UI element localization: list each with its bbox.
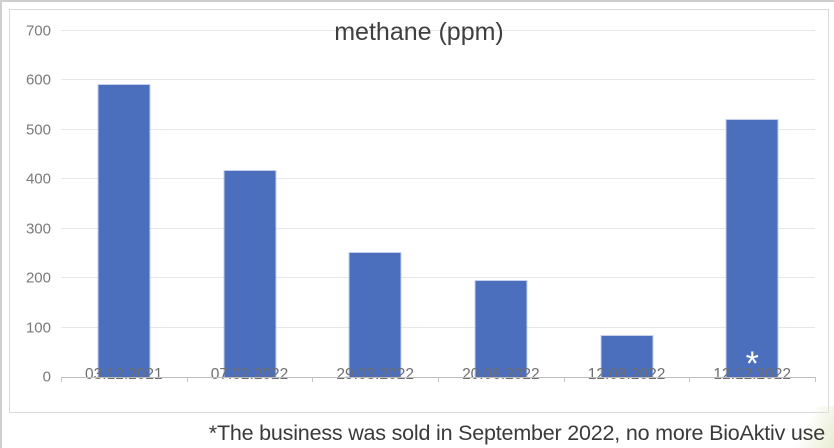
y-tick-label-100: 100 [25,319,51,337]
y-tick-label-600: 600 [25,71,51,89]
bar-series: * [61,31,815,381]
x-tick-label-12.12.2022: 12.12.2022 [713,366,791,383]
x-axis-labels: 03.12.2021 07.02.2022 29.03.2022 20.06.2022… [61,366,815,384]
y-tick-label-300: 300 [25,220,51,238]
chart-container: methane (ppm) * 0 100 200 300 400 500 600 700 0… [9,9,829,413]
x-axis-tick [61,377,62,382]
bar-column-12.08.2022 [564,31,690,377]
y-tick-label-400: 400 [25,170,51,188]
x-axis-tick [563,377,565,382]
gridline-100 [61,326,815,328]
x-axis-tick [312,377,314,382]
bar-column-07.02.2022 [187,31,313,377]
bar-03.12.2021 [98,85,150,377]
bar-column-20.06.2022 [438,31,564,377]
x-tick-label-07.02.2022: 07.02.2022 [210,366,289,383]
bar-asterisk-annotation: * [745,345,759,383]
gridline-400 [61,178,815,180]
bar-12.12.2022: * [726,119,778,381]
gridline-700 [61,30,815,31]
x-tick-label-03.12.2021: 03.12.2021 [85,366,163,383]
y-tick-label-500: 500 [25,121,51,139]
chart-title: methane (ppm) [334,18,504,46]
gridline-200 [61,277,815,279]
y-tick-label-200: 200 [25,269,51,287]
x-axis-tick [815,377,816,382]
bar-column-29.03.2022 [312,31,438,377]
x-axis-tick [186,377,188,382]
x-tick-label-20.06.2022: 20.06.2022 [462,366,540,383]
footnote: *The business was sold in September 2022… [208,421,825,445]
x-axis-tick [438,377,439,382]
gridline-600 [61,79,815,81]
gridline-300 [61,227,815,229]
plot-area: * 0 100 200 300 400 500 600 700 [26,23,816,386]
bar-20.06.2022 [475,280,527,377]
gridline-500 [61,128,815,130]
x-axis-tick [689,377,691,382]
bar-column-12.12.2022: * [689,31,815,381]
bar-column-03.12.2021 [61,31,187,377]
bar-29.03.2022 [349,253,401,377]
y-tick-label-0: 0 [42,368,51,386]
bar-12.08.2022 [601,336,653,377]
bar-07.02.2022 [224,170,275,377]
x-tick-label-29.03.2022: 29.03.2022 [336,366,414,383]
y-tick-label-700: 700 [25,22,51,40]
photo-corner-artifact [764,406,834,448]
x-tick-label-12.08.2022: 12.08.2022 [587,366,666,383]
